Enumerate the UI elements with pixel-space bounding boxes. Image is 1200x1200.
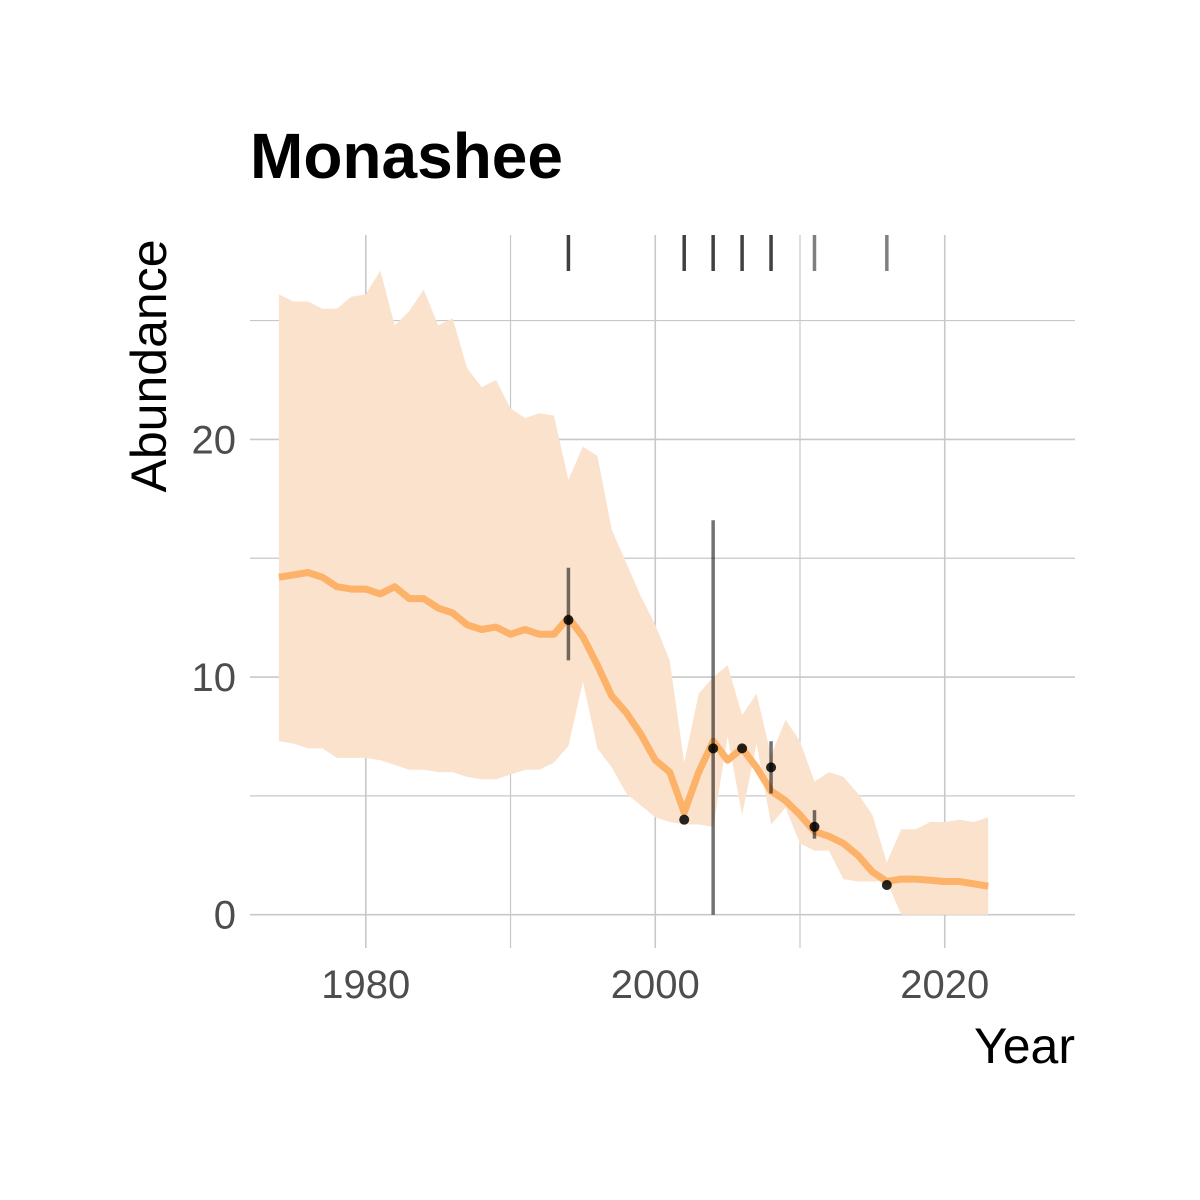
observation-point [563,615,574,626]
observation-point [708,743,719,754]
observation-point [809,821,820,832]
trend-line-layer [278,569,989,890]
y-tick-label: 0 [214,894,236,938]
observation-point [766,762,777,773]
trend-line [278,569,989,890]
x-tick-label: 2000 [611,963,700,1007]
x-tick-label: 2020 [900,963,989,1007]
x-tick-label: 1980 [321,963,410,1007]
y-tick-label: 10 [192,656,237,700]
tick-labels: 1980 2000 2020 0 10 20 [192,418,990,1007]
y-tick-label: 20 [192,418,237,462]
observation-point [737,743,748,754]
x-axis-title: Year [974,1018,1075,1074]
confidence-band-layer [278,270,989,915]
rug-layer [566,235,889,271]
confidence-band [278,270,989,915]
chart-title: Monashee [250,120,563,192]
observation-point [881,880,892,891]
observations-layer [563,520,892,915]
y-axis-title: Abundance [121,239,177,492]
observation-point [679,814,690,825]
